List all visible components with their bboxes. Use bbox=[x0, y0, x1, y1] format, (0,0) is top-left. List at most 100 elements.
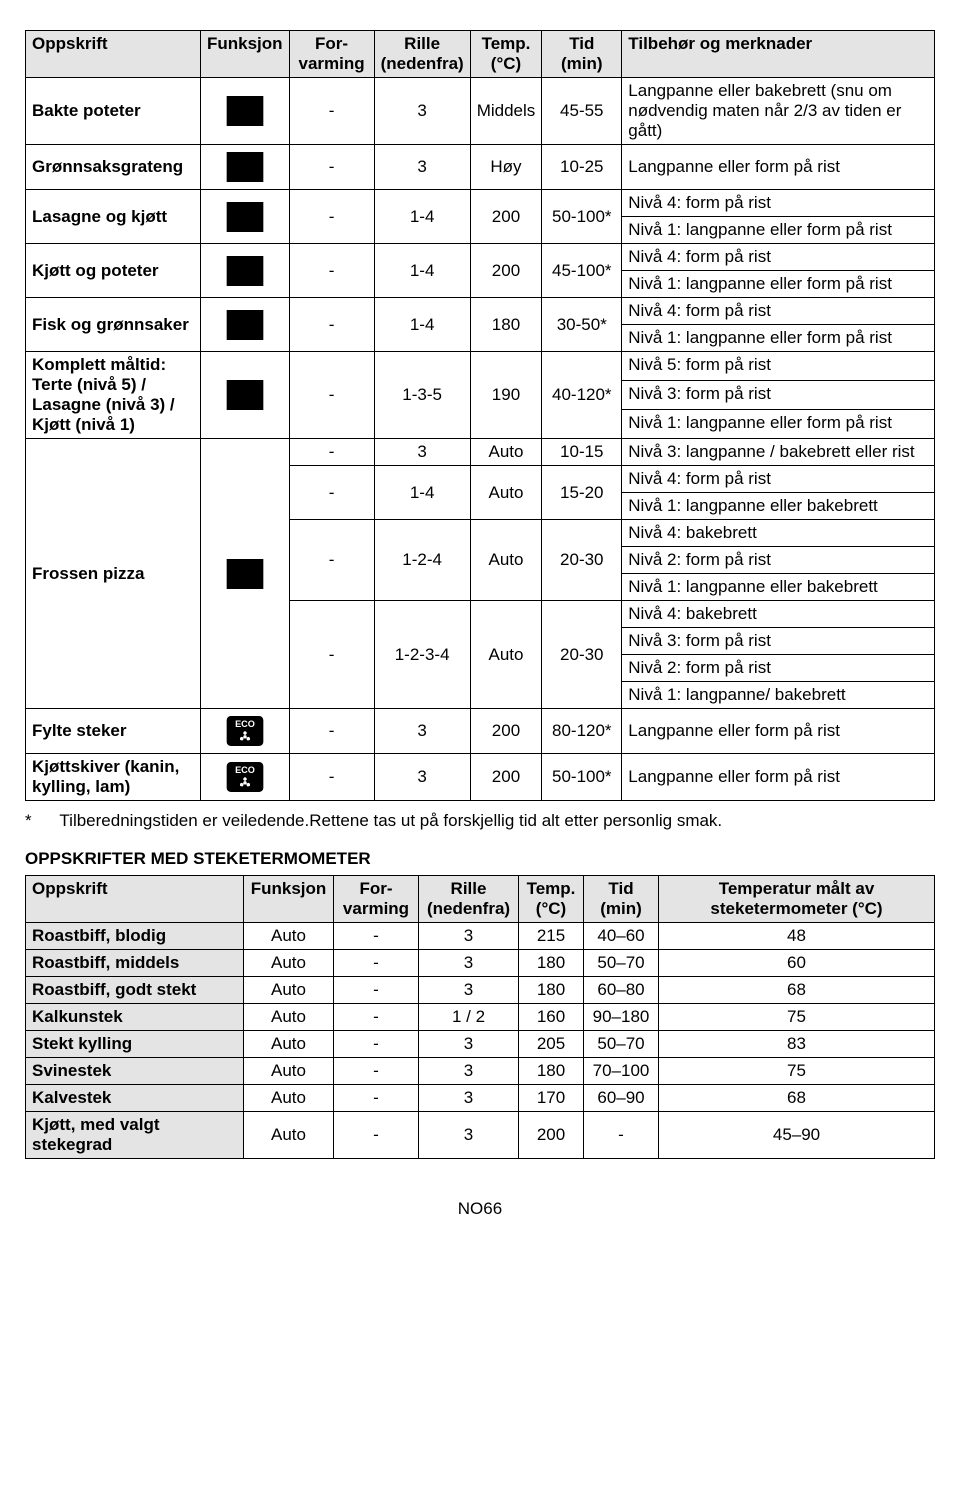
recipe-name: Stekt kylling bbox=[32, 1034, 132, 1053]
preheat-value: - bbox=[289, 709, 374, 754]
table-row: Roastbiff, middels Auto - 3 180 50–70 60 bbox=[26, 950, 935, 977]
preheat-value: - bbox=[289, 244, 374, 298]
recipe-name: Roastbiff, blodig bbox=[32, 926, 166, 945]
header-time: Tid (min) bbox=[584, 876, 659, 923]
header-temp: Temp. (°C) bbox=[470, 31, 542, 78]
table-row: Kjøttskiver (kanin, kylling, lam) - 3 20… bbox=[26, 754, 935, 801]
header-func: Funksjon bbox=[244, 876, 334, 923]
preheat-value: - bbox=[289, 466, 374, 520]
table-row: Bakte poteter - 3 Middels 45-55 Langpann… bbox=[26, 78, 935, 145]
func-value: Auto bbox=[244, 950, 334, 977]
level-value: 3 bbox=[419, 1031, 519, 1058]
header-level: Rille (nedenfra) bbox=[419, 876, 519, 923]
notes-value: Nivå 3: form på rist bbox=[622, 381, 935, 410]
table-header-row: Oppskrift Funksjon For-varming Rille (ne… bbox=[26, 31, 935, 78]
header-level: Rille (nedenfra) bbox=[374, 31, 470, 78]
level-value: 3 bbox=[374, 709, 470, 754]
meat-temp-value: 68 bbox=[659, 977, 935, 1004]
table-row: Roastbiff, blodig Auto - 3 215 40–60 48 bbox=[26, 923, 935, 950]
time-value: 45-55 bbox=[542, 78, 622, 145]
recipe-name: Frossen pizza bbox=[32, 564, 144, 583]
turbo-grill-icon bbox=[207, 92, 283, 130]
snowflake-icon bbox=[207, 555, 283, 593]
recipe-name: Svinestek bbox=[32, 1061, 111, 1080]
recipe-name: Bakte poteter bbox=[32, 101, 141, 120]
preheat-value: - bbox=[334, 1085, 419, 1112]
preheat-value: - bbox=[289, 145, 374, 190]
recipe-name: Fylte steker bbox=[32, 721, 127, 740]
level-value: 3 bbox=[374, 145, 470, 190]
preheat-value: - bbox=[289, 78, 374, 145]
recipe-name: Kalkunstek bbox=[32, 1007, 123, 1026]
meat-temp-value: 75 bbox=[659, 1058, 935, 1085]
level-value: 3 bbox=[419, 977, 519, 1004]
notes-value: Nivå 2: form på rist bbox=[622, 547, 935, 574]
time-value: 10-25 bbox=[542, 145, 622, 190]
header-temp: Temp. (°C) bbox=[519, 876, 584, 923]
time-value: 20-30 bbox=[542, 601, 622, 709]
header-recipe: Oppskrift bbox=[26, 876, 244, 923]
func-value: Auto bbox=[244, 1031, 334, 1058]
level-value: 1-4 bbox=[374, 190, 470, 244]
notes-value: Nivå 4: bakebrett bbox=[622, 520, 935, 547]
section-title: OPPSKRIFTER MED STEKETERMOMETER bbox=[25, 849, 935, 869]
notes-value: Langpanne eller form på rist bbox=[622, 754, 935, 801]
turbo-grill-icon bbox=[207, 148, 283, 186]
time-value: 80-120* bbox=[542, 709, 622, 754]
level-value: 3 bbox=[419, 1058, 519, 1085]
temp-value: 180 bbox=[470, 298, 542, 352]
notes-value: Nivå 1: langpanne eller bakebrett bbox=[622, 574, 935, 601]
cook4-icon bbox=[207, 306, 283, 344]
level-value: 1-4 bbox=[374, 298, 470, 352]
preheat-value: - bbox=[334, 950, 419, 977]
func-value: Auto bbox=[244, 923, 334, 950]
level-value: 1-4 bbox=[374, 466, 470, 520]
level-value: 3 bbox=[419, 1085, 519, 1112]
time-value: 40-120* bbox=[542, 352, 622, 439]
time-value: 50-100* bbox=[542, 754, 622, 801]
header-recipe: Oppskrift bbox=[26, 31, 201, 78]
recipe-name: Roastbiff, middels bbox=[32, 953, 179, 972]
func-value: Auto bbox=[244, 1112, 334, 1159]
preheat-value: - bbox=[334, 1112, 419, 1159]
temp-value: 205 bbox=[519, 1031, 584, 1058]
table-row: Roastbiff, godt stekt Auto - 3 180 60–80… bbox=[26, 977, 935, 1004]
preheat-value: - bbox=[334, 923, 419, 950]
footnote-marker: * bbox=[25, 811, 55, 831]
time-value: 50–70 bbox=[584, 950, 659, 977]
footnote-text: Tilberedningstiden er veiledende.Rettene… bbox=[59, 811, 722, 830]
eco-icon bbox=[207, 758, 283, 796]
table-row: Fisk og grønnsaker - 1-4 180 30-50* Nivå… bbox=[26, 298, 935, 325]
level-value: 1-4 bbox=[374, 244, 470, 298]
temp-value: Høy bbox=[470, 145, 542, 190]
time-value: 40–60 bbox=[584, 923, 659, 950]
temp-value: 170 bbox=[519, 1085, 584, 1112]
level-value: 3 bbox=[374, 439, 470, 466]
table-header-row: Oppskrift Funksjon For-varming Rille (ne… bbox=[26, 876, 935, 923]
preheat-value: - bbox=[289, 190, 374, 244]
notes-value: Nivå 1: langpanne/ bakebrett bbox=[622, 682, 935, 709]
temp-value: Auto bbox=[470, 439, 542, 466]
preheat-value: - bbox=[334, 1058, 419, 1085]
meat-temp-value: 48 bbox=[659, 923, 935, 950]
recipe-name: Kjøttskiver (kanin, kylling, lam) bbox=[32, 757, 179, 796]
recipe-name: Komplett måltid: Terte (nivå 5) / Lasagn… bbox=[32, 355, 175, 434]
preheat-value: - bbox=[289, 520, 374, 601]
notes-value: Nivå 2: form på rist bbox=[622, 655, 935, 682]
temp-value: 180 bbox=[519, 977, 584, 1004]
header-time: Tid (min) bbox=[542, 31, 622, 78]
time-value: 50-100* bbox=[542, 190, 622, 244]
temp-value: Auto bbox=[470, 520, 542, 601]
time-value: 90–180 bbox=[584, 1004, 659, 1031]
header-preheat: For-varming bbox=[289, 31, 374, 78]
time-value: - bbox=[584, 1112, 659, 1159]
recipe-name: Kjøtt, med valgt stekegrad bbox=[32, 1115, 160, 1154]
temp-value: 215 bbox=[519, 923, 584, 950]
table-row: Kjøtt og poteter - 1-4 200 45-100* Nivå … bbox=[26, 244, 935, 271]
time-value: 60–80 bbox=[584, 977, 659, 1004]
table-row: Stekt kylling Auto - 3 205 50–70 83 bbox=[26, 1031, 935, 1058]
table-row: Lasagne og kjøtt - 1-4 200 50-100* Nivå … bbox=[26, 190, 935, 217]
notes-value: Nivå 1: langpanne eller form på rist bbox=[622, 410, 935, 439]
notes-value: Nivå 1: langpanne eller bakebrett bbox=[622, 493, 935, 520]
meat-temp-value: 45–90 bbox=[659, 1112, 935, 1159]
